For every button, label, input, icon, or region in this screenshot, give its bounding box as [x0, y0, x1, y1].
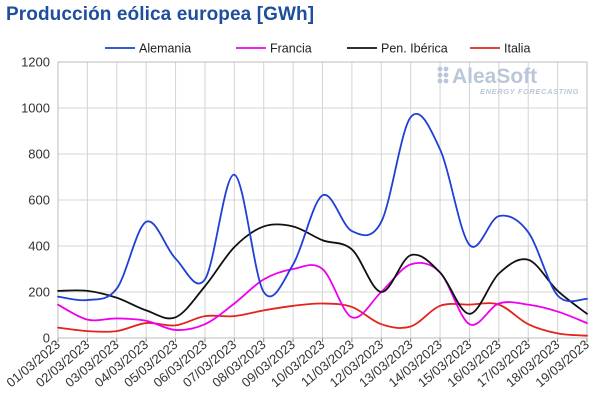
axes: 02004006008001000120001/03/202302/03/202… [3, 55, 591, 391]
y-tick-label: 600 [28, 193, 50, 208]
series-line-italia [57, 302, 588, 337]
watermark-tagline: ENERGY FORECASTING [480, 87, 579, 96]
legend: Alemania Francia Pen. Ibérica Italia [105, 42, 530, 56]
y-tick-label: 0 [43, 331, 50, 346]
series-line-pen-iberica [57, 223, 588, 320]
y-tick-label: 1000 [21, 101, 50, 116]
legend-label-italia: Italia [504, 42, 530, 56]
aleasoft-logo-icon [437, 66, 449, 84]
watermark-brand: AleaSoft [452, 65, 537, 88]
legend-label-pen-iberica: Pen. Ibérica [381, 42, 448, 56]
legend-label-alemania: Alemania [139, 42, 191, 56]
y-tick-label: 200 [28, 285, 50, 300]
series-line-francia [57, 261, 588, 331]
gridlines [57, 61, 588, 339]
legend-label-francia: Francia [270, 42, 312, 56]
y-tick-label: 400 [28, 239, 50, 254]
series-line-alemania [57, 113, 588, 303]
plot-area-border [57, 61, 588, 339]
aleasoft-watermark: AleaSoft ENERGY FORECASTING [437, 65, 579, 96]
y-tick-label: 1200 [21, 55, 50, 70]
y-tick-label: 800 [28, 147, 50, 162]
chart-title: Producción eólica europea [GWh] [6, 4, 315, 25]
series-lines [57, 113, 588, 337]
